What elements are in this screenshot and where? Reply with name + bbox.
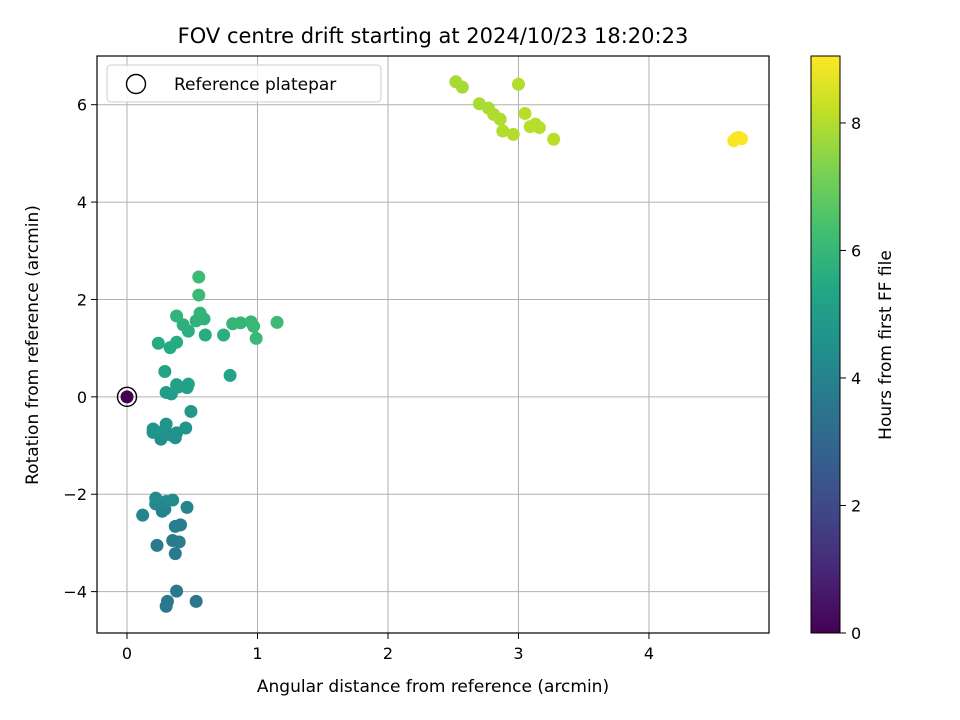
colorbar-tick-label-3: 6	[851, 241, 861, 260]
data-point-47	[193, 306, 207, 320]
data-point-40	[198, 328, 212, 342]
y-tick-label-2: 0	[77, 388, 87, 407]
data-point-26	[179, 421, 193, 435]
legend-label-reference: Reference platepar	[174, 75, 336, 95]
data-point-2	[159, 599, 173, 613]
colorbar-tick-label-4: 8	[851, 114, 861, 133]
data-point-62	[496, 124, 510, 138]
data-point-34	[181, 377, 195, 391]
data-point-36	[223, 368, 237, 382]
x-tick-label-1: 1	[252, 644, 262, 663]
data-point-61	[493, 112, 507, 126]
data-point-52	[249, 331, 263, 345]
data-point-25	[146, 422, 160, 436]
colorbar-ticks: 0 2 4 6 8	[840, 114, 861, 643]
data-point-46	[170, 309, 184, 323]
data-point-4	[168, 547, 182, 561]
colorbar-gradient	[810, 55, 841, 634]
colorbar-tick-label-1: 2	[851, 496, 861, 515]
y-tick-label-4: 4	[77, 193, 87, 212]
y-tick-label-5: 6	[77, 96, 87, 115]
legend-box	[106, 64, 382, 103]
x-axis-ticks: 0 1 2 3 4	[122, 633, 654, 663]
x-tick-label-2: 2	[383, 644, 393, 663]
data-point-13	[180, 500, 194, 514]
y-tick-label-3: 2	[77, 290, 87, 309]
data-point-42	[217, 328, 231, 342]
data-point-27	[159, 417, 173, 431]
y-axis-ticks: −4 −2 0 2 4 6	[63, 96, 97, 602]
y-tick-label-0: −4	[63, 583, 87, 602]
data-point-68	[532, 121, 546, 135]
x-tick-label-4: 4	[644, 644, 654, 663]
data-point-51	[247, 319, 261, 333]
colorbar-label: Hours from first FF file	[876, 250, 896, 440]
data-point-3	[170, 584, 184, 598]
data-point-33	[170, 378, 184, 392]
data-point-54	[192, 288, 206, 302]
data-point-35	[158, 365, 172, 379]
chart-title: FOV centre drift starting at 2024/10/23 …	[178, 24, 689, 48]
data-point-10	[136, 508, 150, 522]
data-point-39	[170, 335, 184, 349]
reference-marker-ring	[116, 386, 138, 408]
x-tick-label-0: 0	[122, 644, 132, 663]
x-tick-label-3: 3	[513, 644, 523, 663]
legend-marker-reference	[125, 73, 147, 95]
reference-point	[120, 390, 134, 404]
data-point-5	[150, 538, 164, 552]
data-point-57	[455, 80, 469, 94]
data-point-63	[506, 127, 520, 141]
data-point-69	[547, 132, 561, 146]
colorbar-tick-label-2: 4	[851, 369, 861, 388]
colorbar: 0 2 4 6 8 Hours from first FF file	[810, 55, 896, 643]
data-point-55	[192, 270, 206, 284]
data-point-0	[189, 594, 203, 608]
plot-frame	[96, 55, 770, 634]
data-point-53	[270, 315, 284, 329]
data-point-18	[166, 493, 180, 507]
data-point-9	[174, 518, 188, 532]
colorbar-tick-label-0: 0	[851, 624, 861, 643]
y-axis-label: Rotation from reference (arcmin)	[23, 205, 43, 485]
data-point-37	[151, 336, 165, 350]
data-point-49	[234, 316, 248, 330]
grid-lines	[97, 56, 769, 633]
data-point-17	[149, 491, 163, 505]
data-point-7	[172, 535, 186, 549]
data-points	[116, 75, 749, 613]
x-axis-label: Angular distance from reference (arcmin)	[257, 677, 609, 697]
legend: Reference platepar	[106, 64, 382, 103]
y-tick-label-1: −2	[63, 485, 87, 504]
data-point-73	[735, 132, 749, 146]
data-point-64	[511, 77, 525, 91]
data-point-65	[518, 106, 532, 120]
data-point-28	[184, 404, 198, 418]
